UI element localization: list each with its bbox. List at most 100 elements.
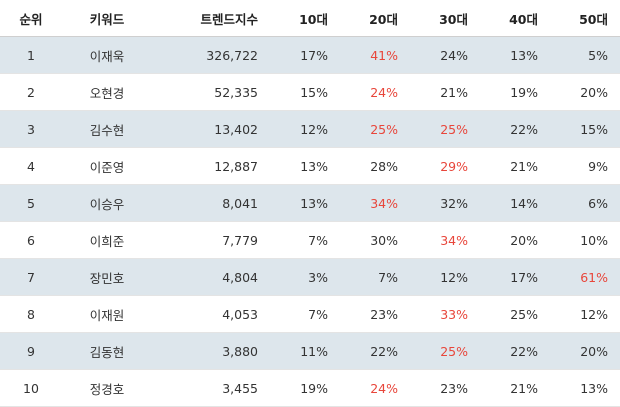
table-row: 3 김수현 13,402 12% 25% 25% 22% 15% — [0, 110, 620, 148]
header-age-30s: 30대 — [410, 0, 480, 37]
keyword-cell: 이희준 — [62, 221, 152, 259]
age-40s-cell: 21% — [480, 369, 550, 407]
age-10s-cell: 7% — [270, 295, 340, 333]
age-50s-cell: 5% — [550, 36, 620, 74]
table-row: 7 장민호 4,804 3% 7% 12% 17% 61% — [0, 258, 620, 296]
age-10s-cell: 11% — [270, 332, 340, 370]
keyword-cell: 이준영 — [62, 147, 152, 185]
age-40s-cell: 19% — [480, 73, 550, 111]
table-row: 6 이희준 7,779 7% 30% 34% 20% 10% — [0, 221, 620, 259]
header-age-50s: 50대 — [550, 0, 620, 37]
age-50s-cell: 13% — [550, 369, 620, 407]
rank-cell: 1 — [0, 36, 62, 74]
age-20s-cell: 24% — [340, 369, 410, 407]
table-row: 5 이승우 8,041 13% 34% 32% 14% 6% — [0, 184, 620, 222]
age-10s-cell: 15% — [270, 73, 340, 111]
age-30s-cell: 33% — [410, 295, 480, 333]
keyword-cell: 이재원 — [62, 295, 152, 333]
age-20s-cell: 30% — [340, 221, 410, 259]
trend-index-cell: 4,804 — [152, 258, 270, 296]
trend-index-cell: 12,887 — [152, 147, 270, 185]
table-row: 10 정경호 3,455 19% 24% 23% 21% 13% — [0, 369, 620, 407]
rank-cell: 10 — [0, 369, 62, 407]
age-40s-cell: 14% — [480, 184, 550, 222]
age-40s-cell: 21% — [480, 147, 550, 185]
age-50s-cell: 9% — [550, 147, 620, 185]
rank-cell: 9 — [0, 332, 62, 370]
age-40s-cell: 22% — [480, 332, 550, 370]
rank-cell: 7 — [0, 258, 62, 296]
age-40s-cell: 17% — [480, 258, 550, 296]
age-30s-cell: 24% — [410, 36, 480, 74]
age-10s-cell: 7% — [270, 221, 340, 259]
age-40s-cell: 25% — [480, 295, 550, 333]
trend-index-cell: 52,335 — [152, 73, 270, 111]
rank-cell: 6 — [0, 221, 62, 259]
table-row: 1 이재욱 326,722 17% 41% 24% 13% 5% — [0, 36, 620, 74]
age-20s-cell: 23% — [340, 295, 410, 333]
header-keyword: 키워드 — [62, 0, 152, 37]
keyword-cell: 이재욱 — [62, 36, 152, 74]
age-30s-cell: 21% — [410, 73, 480, 111]
age-40s-cell: 13% — [480, 36, 550, 74]
age-30s-cell: 12% — [410, 258, 480, 296]
keyword-cell: 이승우 — [62, 184, 152, 222]
age-20s-cell: 25% — [340, 110, 410, 148]
table-row: 8 이재원 4,053 7% 23% 33% 25% 12% — [0, 295, 620, 333]
age-30s-cell: 34% — [410, 221, 480, 259]
age-30s-cell: 25% — [410, 110, 480, 148]
header-trend-index: 트렌드지수 — [152, 0, 270, 37]
age-20s-cell: 24% — [340, 73, 410, 111]
trend-index-cell: 326,722 — [152, 36, 270, 74]
rank-cell: 4 — [0, 147, 62, 185]
age-40s-cell: 20% — [480, 221, 550, 259]
age-20s-cell: 34% — [340, 184, 410, 222]
trend-index-cell: 13,402 — [152, 110, 270, 148]
age-10s-cell: 17% — [270, 36, 340, 74]
header-row: 순위 키워드 트렌드지수 10대 20대 30대 40대 50대 — [0, 0, 620, 37]
age-10s-cell: 13% — [270, 184, 340, 222]
header-age-20s: 20대 — [340, 0, 410, 37]
rank-cell: 3 — [0, 110, 62, 148]
keyword-cell: 장민호 — [62, 258, 152, 296]
header-age-10s: 10대 — [270, 0, 340, 37]
age-50s-cell: 15% — [550, 110, 620, 148]
age-50s-cell: 20% — [550, 73, 620, 111]
age-20s-cell: 7% — [340, 258, 410, 296]
age-30s-cell: 32% — [410, 184, 480, 222]
age-10s-cell: 19% — [270, 369, 340, 407]
age-10s-cell: 13% — [270, 147, 340, 185]
age-50s-cell: 6% — [550, 184, 620, 222]
age-20s-cell: 28% — [340, 147, 410, 185]
age-30s-cell: 29% — [410, 147, 480, 185]
rank-cell: 5 — [0, 184, 62, 222]
keyword-cell: 김수현 — [62, 110, 152, 148]
table-row: 4 이준영 12,887 13% 28% 29% 21% 9% — [0, 147, 620, 185]
age-50s-cell: 10% — [550, 221, 620, 259]
trend-index-cell: 3,455 — [152, 369, 270, 407]
age-50s-cell: 12% — [550, 295, 620, 333]
keyword-cell: 김동현 — [62, 332, 152, 370]
age-40s-cell: 22% — [480, 110, 550, 148]
age-30s-cell: 23% — [410, 369, 480, 407]
table-row: 9 김동현 3,880 11% 22% 25% 22% 20% — [0, 332, 620, 370]
trend-index-cell: 4,053 — [152, 295, 270, 333]
age-10s-cell: 3% — [270, 258, 340, 296]
rank-cell: 2 — [0, 73, 62, 111]
age-30s-cell: 25% — [410, 332, 480, 370]
trend-index-cell: 8,041 — [152, 184, 270, 222]
age-20s-cell: 22% — [340, 332, 410, 370]
age-10s-cell: 12% — [270, 110, 340, 148]
age-50s-cell: 61% — [550, 258, 620, 296]
trend-index-cell: 7,779 — [152, 221, 270, 259]
table-row: 2 오현경 52,335 15% 24% 21% 19% 20% — [0, 73, 620, 111]
keyword-cell: 오현경 — [62, 73, 152, 111]
age-20s-cell: 41% — [340, 36, 410, 74]
age-50s-cell: 20% — [550, 332, 620, 370]
trend-index-cell: 3,880 — [152, 332, 270, 370]
header-age-40s: 40대 — [480, 0, 550, 37]
header-rank: 순위 — [0, 0, 62, 37]
rank-cell: 8 — [0, 295, 62, 333]
keyword-cell: 정경호 — [62, 369, 152, 407]
